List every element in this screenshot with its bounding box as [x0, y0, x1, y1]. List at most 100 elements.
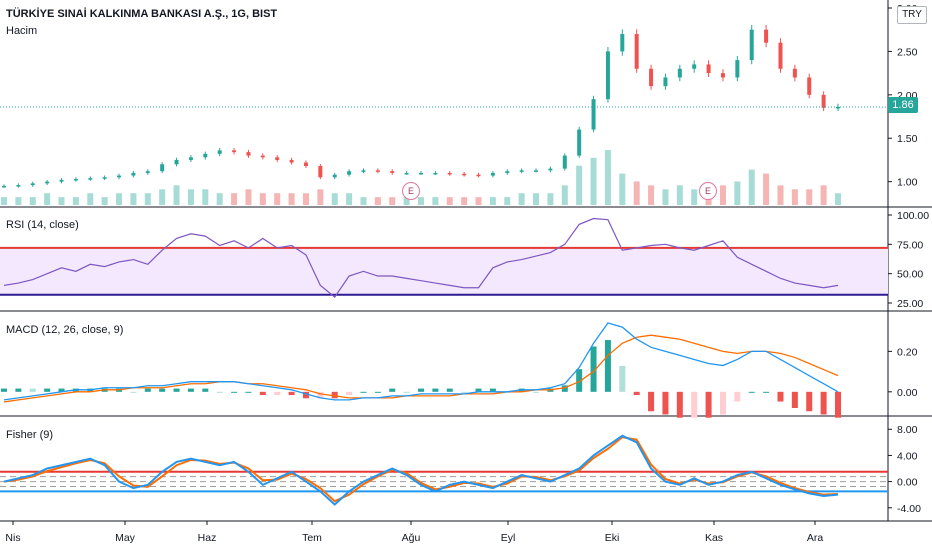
- candle: [605, 51, 610, 100]
- candle: [749, 29, 754, 61]
- volume-bar: [389, 197, 396, 205]
- chart-title: TÜRKİYE SINAİ KALKINMA BANKASI A.Ş., 1G,…: [6, 8, 278, 20]
- macd-histogram-bar: [159, 388, 166, 392]
- candle: [131, 172, 136, 176]
- fisher-tick-label: 8.00: [897, 424, 918, 436]
- volume-bar: [216, 193, 223, 205]
- candle: [2, 185, 6, 188]
- volume-bar: [662, 189, 669, 205]
- macd-histogram-bar: [561, 385, 568, 392]
- candle: [677, 68, 682, 78]
- volume-bar: [806, 189, 813, 205]
- candle: [476, 174, 481, 177]
- candle: [145, 171, 150, 173]
- x-tick-label: Tem: [302, 532, 322, 544]
- volume-bar: [432, 197, 439, 205]
- macd-histogram-bar: [1, 388, 7, 392]
- volume-bar: [374, 197, 381, 205]
- candle: [735, 60, 740, 78]
- macd-histogram-bar: [604, 340, 611, 392]
- candle: [490, 172, 495, 176]
- volume-bar: [173, 185, 180, 205]
- macd-histogram-bar: [676, 391, 683, 418]
- volume-bar: [475, 197, 482, 205]
- candle: [88, 178, 93, 180]
- volume-bar: [547, 193, 554, 205]
- volume-bar: [820, 185, 827, 205]
- macd-histogram-bar: [245, 391, 252, 393]
- earnings-event-marker[interactable]: E: [699, 182, 717, 200]
- rsi-pane-label: RSI (14, close): [6, 219, 79, 231]
- candle: [260, 155, 265, 158]
- candle: [534, 170, 539, 172]
- volume-bar: [619, 173, 626, 205]
- currency-selector[interactable]: TRY: [897, 6, 927, 24]
- macd-histogram-bar: [691, 391, 698, 418]
- macd-histogram-bar: [662, 391, 669, 415]
- macd-histogram-bar: [748, 391, 755, 393]
- volume-bar: [159, 189, 166, 205]
- candle: [577, 129, 582, 156]
- rsi-line: [3, 217, 839, 299]
- macd-histogram-bar: [173, 388, 180, 392]
- macd-histogram-bar: [763, 391, 770, 393]
- volume-bar: [719, 185, 726, 205]
- x-tick-label: Haz: [198, 532, 217, 544]
- macd-histogram-bar: [231, 391, 238, 393]
- macd-histogram-bar: [806, 391, 813, 412]
- earnings-event-marker[interactable]: E: [402, 182, 420, 200]
- candle: [318, 166, 323, 178]
- candle: [404, 172, 409, 175]
- candle: [649, 68, 654, 87]
- volume-bar: [346, 193, 353, 205]
- candle: [620, 34, 625, 52]
- candle: [562, 155, 567, 169]
- volume-bar: [130, 193, 137, 205]
- volume-bar: [274, 193, 281, 205]
- volume-bar: [302, 193, 309, 205]
- volume-bar: [116, 193, 123, 205]
- macd-line: [3, 322, 839, 401]
- candle: [332, 174, 337, 178]
- macd-histogram-bar: [734, 391, 741, 402]
- macd-histogram-bar: [58, 388, 65, 392]
- macd-histogram-bar: [44, 388, 51, 392]
- candle: [246, 152, 251, 156]
- candle: [188, 157, 193, 160]
- candle: [807, 77, 812, 95]
- macd-tick-label: 0.20: [897, 346, 918, 358]
- macd-histogram-bar: [187, 388, 194, 392]
- volume-bar: [691, 189, 698, 205]
- volume-bar: [1, 197, 7, 205]
- macd-histogram-bar: [791, 391, 798, 408]
- macd-histogram-bar: [418, 388, 424, 392]
- macd-histogram-bar: [533, 391, 540, 393]
- macd-histogram-bar: [648, 391, 655, 412]
- rsi-tick-label: 75.00: [897, 239, 923, 251]
- candle: [30, 183, 35, 186]
- candle: [375, 170, 380, 172]
- volume-label: Hacim: [6, 25, 38, 37]
- volume-bar: [734, 181, 741, 205]
- volume-bar: [533, 193, 540, 205]
- macd-histogram-bar: [317, 391, 324, 399]
- macd-histogram-bar: [590, 346, 597, 392]
- volume-bar: [504, 197, 511, 205]
- volume-bar: [418, 197, 424, 205]
- x-tick-label: Eyl: [501, 532, 516, 544]
- macd-histogram-bar: [374, 391, 381, 393]
- macd-pane-label: MACD (12, 26, close, 9): [6, 324, 124, 336]
- volume-bar: [144, 193, 151, 205]
- macd-histogram-bar: [705, 391, 712, 418]
- volume-bar: [44, 193, 51, 205]
- rsi-tick-label: 50.00: [897, 269, 923, 281]
- last-price-badge: 1.86: [888, 97, 918, 113]
- macd-histogram-bar: [202, 388, 209, 392]
- candle: [217, 150, 222, 154]
- macd-histogram-bar: [259, 391, 266, 396]
- volume-bar: [763, 173, 770, 205]
- candle: [634, 34, 639, 69]
- volume-bar: [331, 193, 338, 205]
- candle: [692, 64, 697, 69]
